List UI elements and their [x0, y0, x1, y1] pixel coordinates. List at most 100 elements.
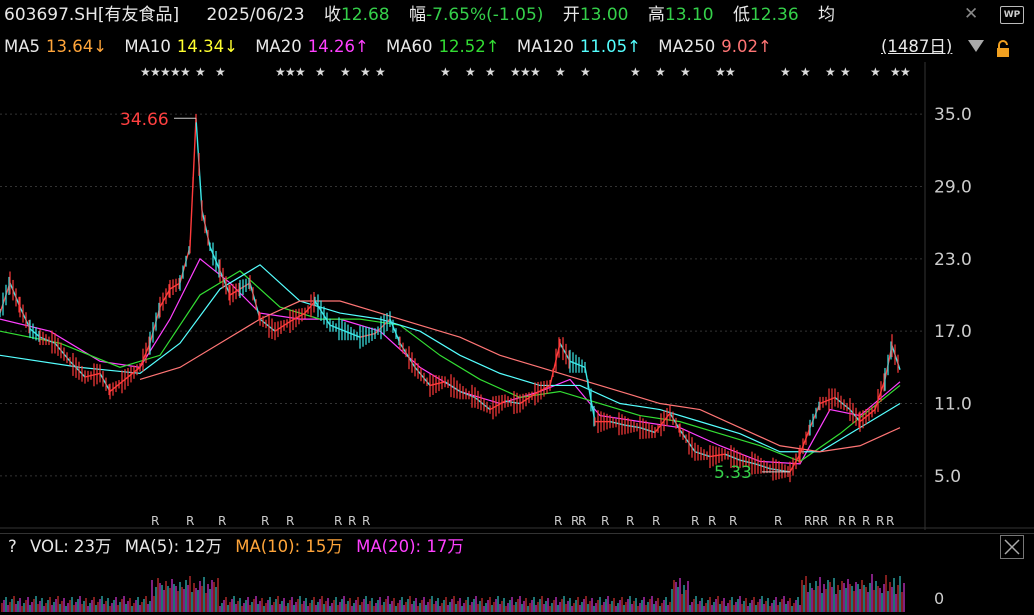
- price-segment: [444, 381, 461, 393]
- lock-icon[interactable]: [994, 40, 1012, 58]
- price-segment: [874, 379, 886, 410]
- event-r-icon: R: [261, 514, 269, 528]
- price-segment: [289, 312, 306, 323]
- quote-header: 603697.SH[有友食品] 2025/06/23 收12.68 幅-7.65…: [0, 0, 1034, 30]
- event-star-icon: ★: [725, 65, 736, 79]
- event-r-icon: R: [862, 514, 870, 528]
- ma-lines: [0, 257, 901, 465]
- event-star-icon: ★: [295, 65, 306, 79]
- price-segment: [84, 372, 101, 378]
- period-selector[interactable]: (1487日): [881, 37, 953, 56]
- price-segment: [549, 343, 561, 386]
- price-segment: [149, 306, 161, 344]
- y-tick-label: 17.0: [934, 322, 972, 342]
- vol-ma10-label: MA(10): 15万: [235, 537, 343, 556]
- event-star-icon: ★: [510, 65, 521, 79]
- ma20-label: MA20: [255, 37, 302, 56]
- event-star-icon: ★: [150, 65, 161, 79]
- price-segment: [19, 306, 31, 330]
- price-segment: [389, 318, 401, 344]
- avg-quote: 均: [818, 5, 836, 25]
- ma5-value: 13.64↓: [46, 37, 108, 56]
- high-quote: 高13.10: [647, 5, 714, 25]
- event-star-icon: ★: [375, 65, 386, 79]
- event-r-icon: R: [820, 514, 828, 528]
- price-annotations: 34.66 5.33: [120, 110, 790, 483]
- event-star-icon: ★: [655, 65, 666, 79]
- ma5-label: MA5: [4, 37, 41, 56]
- chevron-down-icon[interactable]: [968, 40, 984, 52]
- event-r-icon: R: [601, 514, 609, 528]
- price-segment: [819, 396, 836, 405]
- y-tick-label: 5.0: [934, 467, 961, 487]
- price-segment: [504, 400, 521, 405]
- help-icon[interactable]: ?: [8, 537, 17, 556]
- price-segment: [304, 300, 316, 314]
- event-r-icon: R: [691, 514, 699, 528]
- event-star-icon: ★: [900, 65, 911, 79]
- event-star-icon: ★: [340, 65, 351, 79]
- wp-badge-icon[interactable]: WP: [1000, 6, 1024, 24]
- event-star-icon: ★: [680, 65, 691, 79]
- price-segment: [359, 332, 376, 338]
- stock-code: 603697.SH[有友食品]: [4, 5, 180, 25]
- vol-label: VOL: 23万: [30, 537, 112, 556]
- event-star-icon: ★: [360, 65, 371, 79]
- ma250-value: 9.02↑: [721, 37, 772, 56]
- volume-chart: 0: [1, 574, 944, 612]
- event-star-icon: ★: [180, 65, 191, 79]
- event-star-icon: ★: [275, 65, 286, 79]
- price-segment: [834, 396, 851, 411]
- price-segment: [709, 453, 726, 458]
- ma60-label: MA60: [386, 37, 433, 56]
- close-icon[interactable]: ✕: [964, 4, 979, 24]
- ma20-value: 14.26↑: [307, 37, 369, 56]
- price-segment: [399, 342, 416, 368]
- ma250-label: MA250: [658, 37, 716, 56]
- event-star-icon: ★: [485, 65, 496, 79]
- event-star-icon: ★: [315, 65, 326, 79]
- price-line: [0, 113, 901, 483]
- price-segment: [139, 342, 151, 368]
- event-r-icon: R: [652, 514, 660, 528]
- price-segment: [849, 409, 861, 423]
- ma-line-ma250: [139, 300, 901, 453]
- event-star-icon: ★: [215, 65, 226, 79]
- event-star-icon: ★: [580, 65, 591, 79]
- event-star-icon: ★: [440, 65, 451, 79]
- price-segment: [414, 366, 431, 386]
- event-r-icon: R: [838, 514, 846, 528]
- event-r-icon: R: [626, 514, 634, 528]
- price-segment: [724, 453, 741, 461]
- event-star-icon: ★: [780, 65, 791, 79]
- close-quote: 收12.68: [323, 5, 390, 25]
- price-segment: [9, 282, 21, 308]
- ma60-value: 12.52↑: [438, 37, 500, 56]
- ma-line-ma120: [0, 264, 901, 453]
- price-segment: [654, 412, 671, 433]
- ma10-label: MA10: [124, 37, 171, 56]
- event-r-icon: R: [186, 514, 194, 528]
- high-price-label: 34.66: [120, 110, 169, 130]
- price-segment: [99, 373, 111, 392]
- price-segment: [169, 282, 181, 290]
- event-r-icon: R: [554, 514, 562, 528]
- event-markers-top: ★ ★ ★ ★ ★ ★ ★ ★ ★ ★ ★ ★ ★ ★ ★ ★ ★ ★ ★ ★ ★ ★ ★ ★ ★ ★ ★ ★ ★ ★ ★ ★ ★ ★: [140, 65, 911, 79]
- price-segment: [69, 360, 86, 378]
- event-star-icon: ★: [800, 65, 811, 79]
- event-star-icon: ★: [555, 65, 566, 79]
- event-star-icon: ★: [195, 65, 206, 79]
- price-segment: [274, 320, 291, 332]
- event-star-icon: ★: [825, 65, 836, 79]
- price-segment: [559, 342, 571, 362]
- event-r-icon: R: [848, 514, 856, 528]
- price-segment: [209, 246, 221, 272]
- close-icon[interactable]: [1000, 535, 1024, 559]
- event-r-icon: R: [708, 514, 716, 528]
- event-star-icon: ★: [285, 65, 296, 79]
- kline-chart[interactable]: ★ ★ ★ ★ ★ ★ ★ ★ ★ ★ ★ ★ ★ ★ ★ ★ ★ ★ ★ ★ ★ ★ ★ ★ ★ ★ ★ ★ ★ ★ ★ ★ ★ ★ 34.66…: [0, 62, 1034, 530]
- volume-legend: ? VOL: 23万 MA(5): 12万 MA(10): 15万 MA(20)…: [0, 533, 1034, 560]
- price-segment: [891, 345, 901, 370]
- price-segment: [669, 412, 681, 431]
- price-segment: [239, 282, 251, 290]
